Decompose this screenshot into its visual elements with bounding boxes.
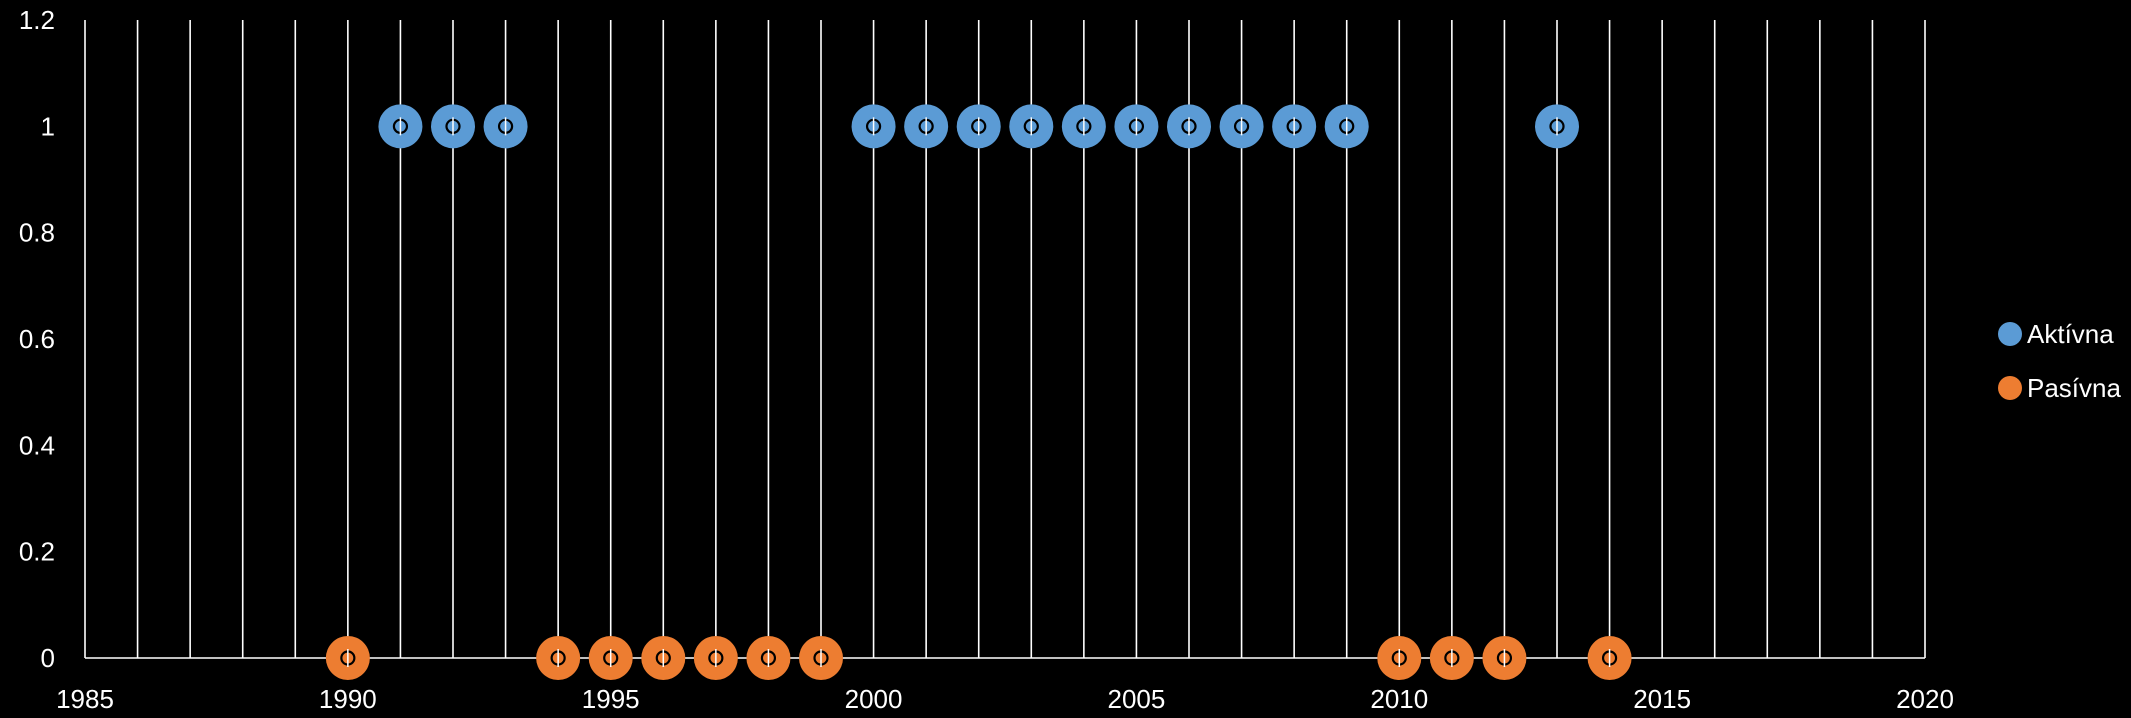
tick-labels: 1985 1990 1995 2000 2005 2010 2015 2020 0 0.2 0.4 0… [19, 5, 1954, 714]
data-point-akt-vna [851, 104, 896, 149]
legend-marker [1998, 322, 2022, 346]
data-point-pas-vna [1377, 636, 1422, 680]
data-points [325, 104, 1632, 680]
data-point-akt-vna [1114, 104, 1159, 149]
x-tick-label: 1990 [319, 684, 377, 714]
data-point-pas-vna [693, 636, 738, 680]
data-point-akt-vna [483, 104, 528, 149]
data-point-pas-vna [1587, 636, 1632, 680]
data-point-akt-vna [904, 104, 949, 149]
y-tick-label: 0.8 [19, 218, 55, 248]
x-tick-label: 2020 [1896, 684, 1954, 714]
data-point-akt-vna [431, 104, 475, 149]
legend-item-akt-vna: Aktívna [1998, 319, 2114, 349]
data-point-akt-vna [1009, 104, 1054, 149]
data-point-akt-vna [1061, 104, 1106, 149]
data-point-pas-vna [1482, 636, 1527, 680]
legend-item-pas-vna: Pasívna [1998, 373, 2121, 403]
x-tick-label: 2015 [1633, 684, 1691, 714]
x-tick-label: 1995 [582, 684, 640, 714]
x-tick-label: 2005 [1108, 684, 1166, 714]
data-point-pas-vna [746, 636, 791, 680]
y-tick-label: 0.2 [19, 537, 55, 567]
y-tick-label: 0.6 [19, 324, 55, 354]
data-point-akt-vna [1167, 104, 1211, 149]
data-point-pas-vna [588, 636, 633, 680]
data-point-pas-vna [799, 636, 843, 680]
grid-layer [84, 20, 1926, 658]
data-point-akt-vna [956, 104, 1001, 149]
x-tick-label: 2000 [845, 684, 903, 714]
data-point-akt-vna [378, 104, 423, 149]
data-point-pas-vna [641, 636, 686, 680]
x-tick-label: 1985 [56, 684, 114, 714]
data-point-pas-vna [325, 636, 370, 680]
legend-marker [1998, 376, 2022, 400]
legend-label: Pasívna [2027, 373, 2121, 403]
y-tick-label: 0.4 [19, 430, 55, 460]
data-point-akt-vna [1219, 104, 1264, 149]
y-tick-label: 1.2 [19, 5, 55, 35]
y-tick-label: 1 [41, 111, 55, 141]
data-point-akt-vna [1324, 104, 1369, 149]
x-tick-label: 2010 [1370, 684, 1428, 714]
data-point-akt-vna [1535, 104, 1579, 149]
legend: Aktívna Pasívna [1998, 319, 2121, 403]
y-tick-label: 0 [41, 643, 55, 673]
data-point-pas-vna [1429, 636, 1474, 680]
data-point-pas-vna [536, 636, 581, 680]
data-point-akt-vna [1272, 104, 1317, 149]
legend-label: Aktívna [2027, 319, 2114, 349]
